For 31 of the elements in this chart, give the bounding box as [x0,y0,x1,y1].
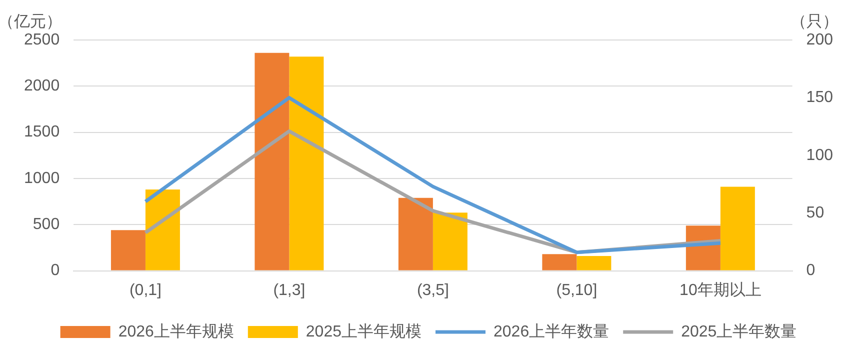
legend-label: 2025上半年数量 [681,322,797,340]
bar [254,52,290,270]
y2-tick-label: 0 [806,262,816,280]
y-tick-label: 1000 [24,170,60,187]
bar [289,56,324,270]
bar [145,190,180,270]
legend-label: 2026上半年规模 [118,322,234,340]
y-tick-label: 1500 [24,124,60,141]
y2-tick-label: 50 [806,204,824,222]
y2-tick-label: 100 [806,146,834,164]
y2-tick-label: 200 [806,31,834,48]
bar [720,186,755,270]
x-tick-label: (3,5] [416,282,449,299]
legend-label: 2026上半年数量 [494,322,610,340]
legend-label: 2025上半年规模 [306,322,422,340]
y2-axis-title: （只） [790,13,838,30]
bar [576,256,612,270]
y-tick-label: 2500 [24,31,60,48]
x-tick-label: (1,3] [273,282,306,299]
bar [432,212,468,270]
x-tick-label: (5,10] [556,282,598,299]
y-axis-title: （亿元） [0,13,62,30]
y2-tick-label: 150 [806,89,834,106]
y-tick-label: 500 [32,216,60,234]
y-tick-label: 2000 [24,78,60,95]
x-tick-label: (0,1] [129,282,162,299]
bar [398,198,433,270]
y-tick-label: 0 [50,262,60,280]
bar [110,230,146,270]
bar [542,254,577,270]
x-tick-label: 10年期以上 [680,280,762,299]
